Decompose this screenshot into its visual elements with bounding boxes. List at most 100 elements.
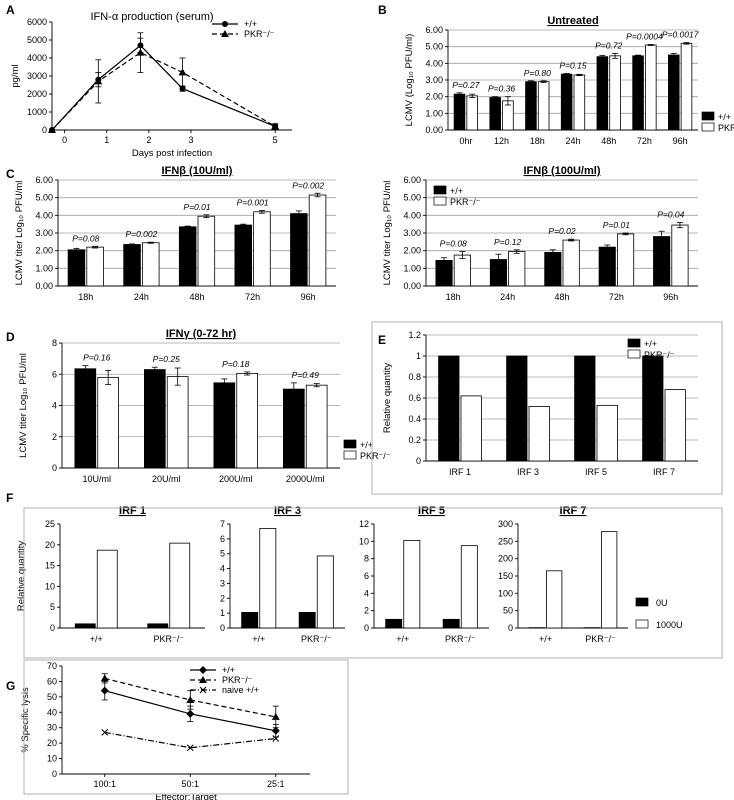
y-tick-label: 4 — [364, 588, 369, 598]
x-tick-label: 48h — [554, 292, 569, 302]
bar — [316, 555, 334, 629]
y-tick-label: 5.00 — [403, 193, 421, 203]
bar — [601, 531, 618, 629]
y-tick-label: 6 — [364, 571, 369, 581]
panel-letter: A — [6, 3, 15, 17]
y-tick-label: 250 — [498, 536, 513, 546]
x-tick-label: IRF 3 — [517, 467, 539, 477]
panel-letter: D — [6, 330, 15, 344]
x-tick-label: IRF 5 — [585, 467, 607, 477]
p-value-label: P=0.15 — [559, 61, 586, 71]
x-tick-label: 10U/ml — [82, 474, 111, 484]
x-tick-label: 18h — [78, 292, 93, 302]
panel-F3: 0 1 2 3 4 5 6 7 +/+ PKR⁻/⁻ IRF 3 — [220, 505, 345, 644]
y-tick-label: 6.00 — [425, 25, 443, 35]
x-tick-label: 96h — [663, 292, 678, 302]
bar — [642, 355, 664, 462]
bar — [97, 376, 120, 469]
legend-label: PKR⁻/⁻ — [244, 29, 275, 39]
bar — [74, 623, 96, 629]
bar — [453, 254, 471, 287]
panel-F1: 0 5 10 15 20 25 +/+ PKR⁻/⁻ IRF 1 Relative quantit… — [16, 505, 205, 644]
legend-label: +/+ — [718, 112, 731, 122]
bar — [213, 382, 236, 469]
point — [100, 686, 109, 695]
y-tick-label: 2.00 — [425, 92, 443, 102]
bar — [574, 355, 596, 462]
panel-G: 0 10 20 30 40 50 60 70 100:1 50:1 25:1 Effector:Tar… — [20, 661, 310, 800]
legend-swatch — [627, 349, 641, 359]
bar — [598, 246, 616, 287]
point — [199, 686, 207, 694]
bar — [596, 404, 618, 462]
y-tick-label: 150 — [498, 571, 513, 581]
bar — [537, 81, 550, 131]
legend-label: +/+ — [222, 665, 235, 675]
y-tick-label: 100 — [498, 588, 513, 598]
x-tick-label: 96h — [673, 136, 688, 146]
legend-swatch — [627, 338, 641, 348]
panel-letter: E — [378, 333, 386, 347]
panel-e-frame — [371, 321, 723, 495]
x-tick-label: 100:1 — [93, 779, 116, 789]
panel-title: IRF 7 — [560, 505, 587, 517]
y-axis-label: % Specific lysis — [20, 687, 31, 753]
p-value-label: P=0.12 — [494, 237, 521, 247]
x-tick-label: +/+ — [396, 634, 409, 644]
y-tick-label: 8 — [52, 338, 57, 348]
y-tick-label: 3 — [220, 578, 225, 588]
point — [186, 709, 195, 718]
bar — [466, 95, 478, 131]
bar — [290, 213, 308, 287]
bar — [123, 244, 141, 287]
p-value-label: P=0.002 — [125, 229, 157, 239]
bar — [671, 224, 689, 287]
point — [199, 676, 207, 683]
panel-title: IFNβ (100U/ml) — [523, 165, 600, 177]
y-tick-label: 0 — [416, 456, 421, 466]
y-tick-label: 20 — [47, 738, 57, 748]
y-tick-label: 6000 — [27, 17, 47, 27]
y-tick-label: 10 — [359, 536, 369, 546]
point — [222, 21, 228, 27]
bar — [525, 81, 537, 131]
bar — [653, 236, 671, 287]
x-tick-label: 3 — [188, 135, 193, 145]
p-value-label: P=0.0017 — [662, 30, 699, 40]
p-value-label: P=0.04 — [657, 209, 684, 219]
x-axis-label: Days post infection — [132, 148, 212, 159]
y-tick-label: 15 — [45, 561, 55, 571]
panel-C2: 0.00 1.00 2.00 3.00 4.00 5.00 6.00 18h P=0.08 24h… — [382, 165, 698, 302]
y-tick-label: 0.00 — [403, 281, 421, 291]
legend-swatch — [433, 196, 447, 206]
x-tick-label: 20U/ml — [152, 474, 181, 484]
panel-title: IRF 3 — [274, 505, 301, 517]
bar — [305, 384, 328, 469]
x-tick-label: 2000U/ml — [286, 474, 325, 484]
y-tick-label: 0 — [364, 623, 369, 633]
bar — [442, 618, 460, 629]
y-tick-label: 3.00 — [35, 228, 53, 238]
x-tick-label: 96h — [301, 292, 316, 302]
bar — [147, 623, 169, 629]
y-tick-label: 3000 — [27, 71, 47, 81]
bar — [645, 44, 657, 131]
legend-swatch — [433, 185, 447, 195]
p-value-label: P=0.01 — [603, 220, 630, 230]
y-tick-label: 4.00 — [425, 58, 443, 68]
y-tick-label: 6 — [220, 534, 225, 544]
y-tick-label: 0 — [52, 463, 57, 473]
x-tick-label: 72h — [245, 292, 260, 302]
y-tick-label: 2.00 — [403, 246, 421, 256]
y-tick-label: 6.00 — [403, 175, 421, 185]
bar — [96, 549, 118, 629]
bar — [241, 612, 259, 629]
point — [100, 674, 109, 682]
y-tick-label: 0.00 — [35, 281, 53, 291]
point — [271, 726, 280, 735]
bar — [259, 528, 277, 629]
y-tick-label: 0.4 — [408, 414, 421, 424]
x-tick-label: 72h — [609, 292, 624, 302]
x-tick-label: 24h — [565, 136, 580, 146]
panel-g-frame — [23, 659, 349, 795]
